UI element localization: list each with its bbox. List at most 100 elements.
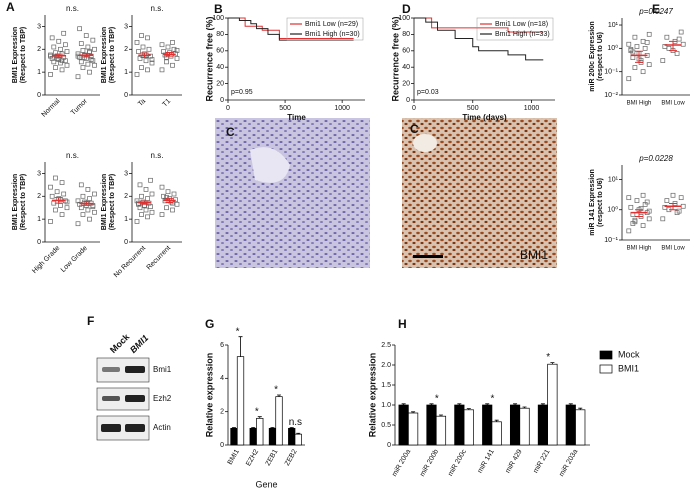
error-bar bbox=[438, 414, 443, 417]
data-point bbox=[137, 205, 143, 211]
data-point bbox=[642, 45, 648, 51]
y-tick-label: 40 bbox=[216, 64, 224, 71]
data-point bbox=[145, 214, 150, 220]
y-tick-label: 0 bbox=[124, 239, 128, 246]
row-label: Ezh2 bbox=[153, 394, 172, 403]
x-axis-label: Gene bbox=[255, 479, 277, 489]
sem-bar bbox=[82, 201, 91, 206]
legend-label: Bmi1 High (n=30) bbox=[305, 31, 360, 38]
panel-label: F bbox=[87, 314, 94, 328]
data-point bbox=[78, 41, 84, 46]
x-tick-label: No Recurrent bbox=[113, 245, 147, 279]
legend-label: BMI1 bbox=[618, 363, 639, 373]
data-point bbox=[85, 207, 91, 213]
x-tick-label: BMI Low bbox=[661, 246, 685, 252]
error-bar bbox=[257, 416, 262, 419]
significance: n.s bbox=[289, 417, 302, 428]
data-point bbox=[53, 50, 58, 56]
y-axis-label: (Respect to TBP) bbox=[20, 27, 27, 83]
data-point bbox=[164, 54, 169, 60]
y-tick-label: 10⁰ bbox=[607, 206, 618, 214]
data-point bbox=[85, 44, 91, 50]
data-point bbox=[48, 72, 53, 77]
legend-swatch bbox=[599, 350, 613, 360]
sem-bar bbox=[669, 40, 677, 52]
x-tick-label: 500 bbox=[467, 105, 479, 112]
data-point bbox=[145, 35, 150, 41]
annotation: n.s. bbox=[66, 4, 79, 13]
y-tick-label: 60 bbox=[216, 48, 224, 55]
data-point bbox=[640, 38, 646, 44]
data-point bbox=[678, 195, 684, 201]
bar bbox=[509, 404, 521, 446]
y-tick-label: 0.5 bbox=[381, 422, 391, 429]
data-point bbox=[664, 34, 670, 40]
data-point bbox=[632, 65, 638, 70]
y-axis-label: BMI1 Expression bbox=[12, 27, 19, 83]
bar bbox=[294, 433, 302, 446]
data-point bbox=[58, 203, 63, 208]
x-tick-label: miR 200a bbox=[391, 448, 412, 478]
y-tick-label: 3 bbox=[37, 170, 41, 177]
sem-bar bbox=[669, 203, 677, 211]
y-tick-label: 3 bbox=[124, 23, 128, 30]
data-point bbox=[171, 191, 177, 197]
legend-box bbox=[476, 17, 554, 41]
data-point bbox=[630, 221, 636, 226]
row-label: Bmi1 bbox=[153, 365, 172, 374]
data-point bbox=[64, 49, 70, 54]
y-tick-label: 40 bbox=[402, 64, 410, 71]
y-tick-label: 1 bbox=[37, 216, 41, 223]
data-point bbox=[61, 30, 67, 36]
data-point bbox=[660, 216, 666, 222]
bar bbox=[454, 404, 465, 446]
significance: * bbox=[255, 406, 259, 417]
histology-image bbox=[215, 118, 370, 268]
y-tick-label: 0 bbox=[406, 97, 410, 104]
x-tick-label: miR 221 bbox=[532, 448, 551, 474]
y-tick-label: 1 bbox=[124, 69, 128, 76]
data-point bbox=[56, 38, 62, 44]
data-point bbox=[161, 193, 166, 199]
data-point bbox=[58, 46, 63, 52]
data-point bbox=[78, 59, 84, 65]
vessel bbox=[413, 134, 437, 152]
bar bbox=[426, 404, 437, 446]
data-point bbox=[626, 228, 632, 234]
data-point bbox=[644, 199, 650, 205]
data-point bbox=[149, 57, 155, 62]
survival-line bbox=[414, 17, 544, 61]
y-axis-label: BMI1 Expression bbox=[101, 174, 108, 230]
annotation: n.s. bbox=[66, 151, 79, 160]
panel-label: G bbox=[205, 317, 214, 331]
sem-bar bbox=[54, 197, 63, 204]
sem-bar bbox=[635, 50, 643, 63]
bar bbox=[463, 409, 474, 446]
y-tick-label: 2 bbox=[124, 193, 128, 200]
bar bbox=[268, 427, 277, 446]
y-tick-label: 3 bbox=[37, 23, 41, 30]
data-point bbox=[174, 48, 180, 53]
y-tick-label: 2 bbox=[37, 193, 41, 200]
significance: * bbox=[435, 393, 439, 404]
data-point bbox=[87, 69, 92, 75]
data-point bbox=[75, 74, 81, 80]
y-tick-label: 0 bbox=[387, 442, 391, 449]
data-point bbox=[48, 219, 53, 224]
data-point bbox=[164, 205, 169, 211]
legend-box bbox=[286, 17, 364, 41]
data-point bbox=[80, 48, 86, 53]
data-point bbox=[640, 192, 646, 198]
x-tick-label: Recurrent bbox=[146, 245, 173, 272]
data-point bbox=[159, 42, 165, 48]
y-tick-label: 10⁻¹ bbox=[604, 69, 618, 76]
y-tick-label: 10⁰ bbox=[607, 44, 618, 52]
data-point bbox=[85, 187, 91, 192]
lane-label: BMI1 bbox=[128, 333, 150, 355]
y-axis-label: (respect to U6) bbox=[597, 32, 604, 81]
y-tick-label: 0 bbox=[37, 239, 41, 246]
x-tick-label: ZEB1 bbox=[265, 448, 280, 467]
y-tick-label: 0 bbox=[220, 442, 224, 449]
data-point bbox=[92, 209, 97, 215]
data-point bbox=[626, 76, 632, 82]
